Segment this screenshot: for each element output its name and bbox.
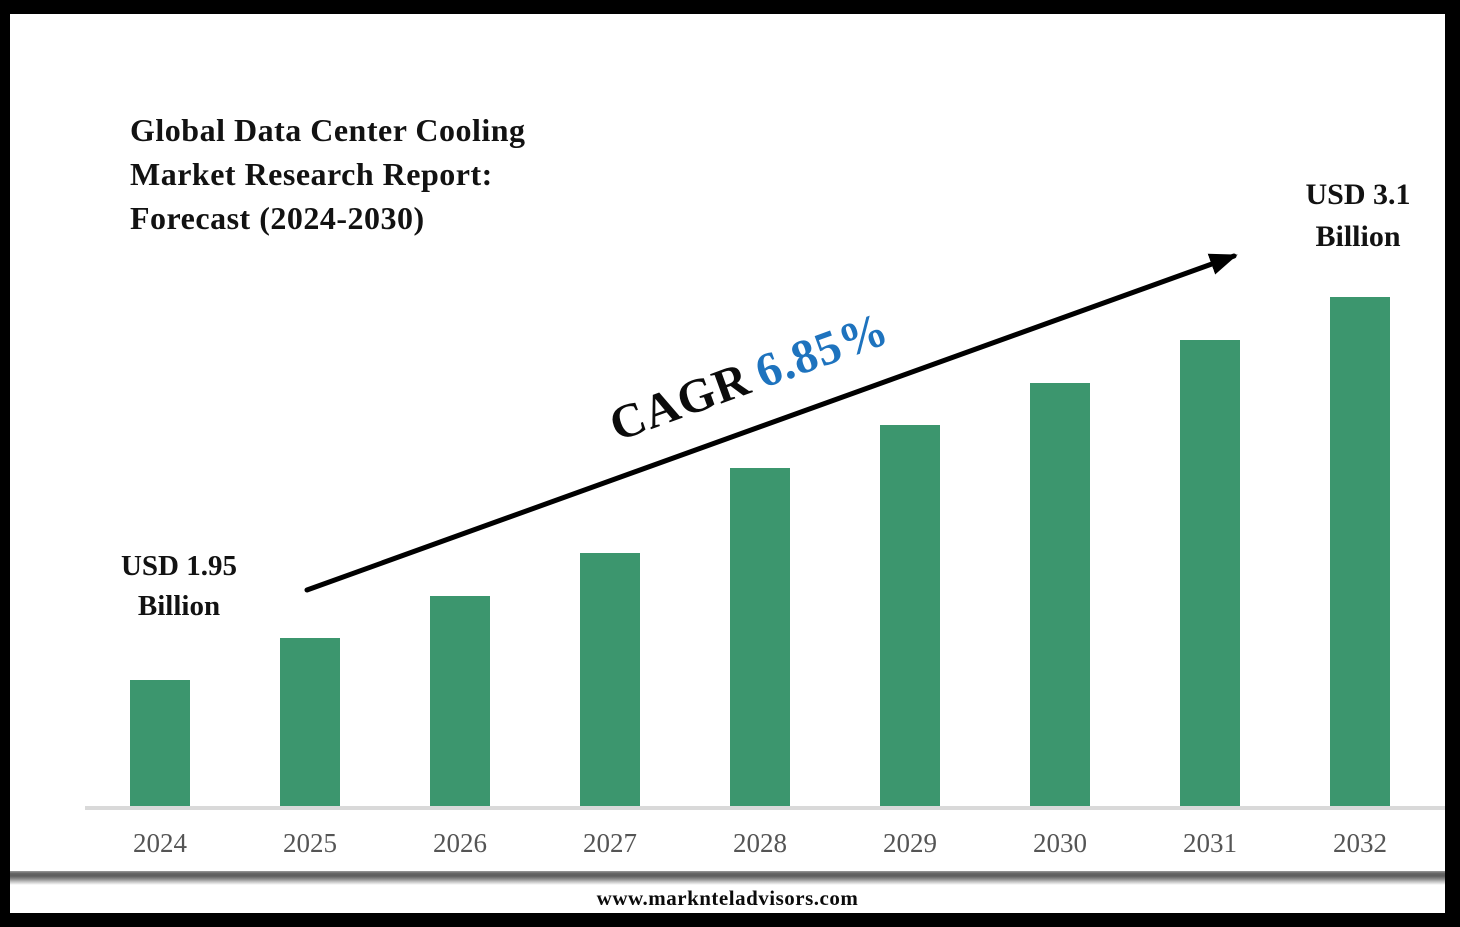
- x-axis-line: [85, 806, 1445, 810]
- bar-2032: [1330, 297, 1390, 806]
- x-tick-2028: 2028: [733, 828, 787, 858]
- x-tick-2030: 2030: [1033, 828, 1087, 858]
- bar-plot: [10, 14, 1445, 806]
- chart-canvas: Global Data Center Cooling Market Resear…: [10, 14, 1445, 913]
- footer-divider: [10, 871, 1445, 885]
- x-tick-2032: 2032: [1333, 828, 1387, 858]
- bar-2026: [430, 596, 490, 806]
- bar-2031: [1180, 340, 1240, 806]
- bar-2030: [1030, 383, 1090, 806]
- end-value-label: USD 3.1 Billion: [1305, 178, 1411, 253]
- bar-2027: [580, 553, 640, 806]
- x-axis-labels: 2024 2025 2026 2027 2028 2029 2030 2031 2032: [10, 828, 1445, 862]
- x-tick-2027: 2027: [583, 828, 637, 858]
- x-tick-2031: 2031: [1183, 828, 1237, 858]
- website-text: www.marknteladvisors.com: [596, 886, 859, 910]
- bar-2025: [280, 638, 340, 806]
- bar-2024: [130, 680, 190, 806]
- x-tick-2026: 2026: [433, 828, 487, 858]
- x-tick-2024: 2024: [133, 828, 187, 858]
- x-tick-2029: 2029: [883, 828, 937, 858]
- chart-title: Global Data Center Cooling Market Resear…: [130, 112, 526, 236]
- bar-2028: [730, 468, 790, 806]
- start-value-label: USD 1.95 Billion: [120, 550, 237, 622]
- bar-2029: [880, 425, 940, 806]
- x-tick-2025: 2025: [283, 828, 337, 858]
